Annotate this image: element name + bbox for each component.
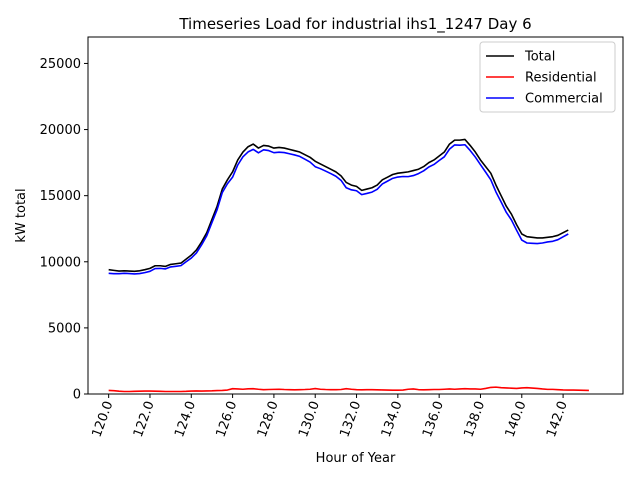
y-axis-ticks: 0 5000 10000 15000 20000 25000 [40,57,88,403]
y-tick-label: 5000 [48,321,81,336]
x-axis-label: Hour of Year [316,451,396,466]
y-axis-label: kW total [14,188,29,242]
y-tick-label: 0 [73,388,81,403]
chart-title: Timeseries Load for industrial ihs1_1247… [178,15,531,34]
legend-label-total: Total [524,50,555,65]
series-line-residential [108,386,589,393]
y-tick-label: 10000 [40,255,81,270]
series-line-commercial [108,143,569,275]
series-line-total [108,138,569,273]
legend-label-commercial: Commercial [525,92,603,107]
series-lines [108,138,589,393]
legend-label-residential: Residential [525,71,597,86]
plot-frame [87,36,624,395]
y-tick-label: 20000 [40,123,81,138]
y-tick-label: 15000 [40,189,81,204]
legend: Total Residential Commercial [479,41,616,113]
y-tick-label: 25000 [40,57,81,72]
legend-frame [479,41,616,113]
